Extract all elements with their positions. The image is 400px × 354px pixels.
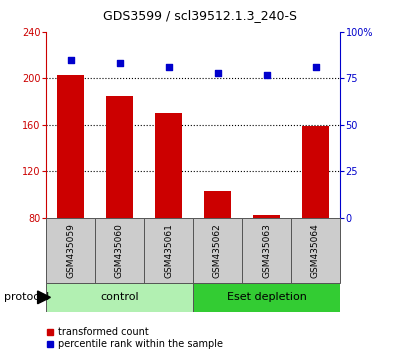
Bar <box>291 218 340 283</box>
Text: GSM435064: GSM435064 <box>311 223 320 278</box>
Text: control: control <box>100 292 139 302</box>
Text: GSM435060: GSM435060 <box>115 223 124 278</box>
Text: Eset depletion: Eset depletion <box>226 292 306 302</box>
Text: GSM435059: GSM435059 <box>66 223 75 278</box>
Point <box>312 64 319 70</box>
Polygon shape <box>38 291 50 304</box>
Text: protocol: protocol <box>4 292 49 302</box>
Bar <box>46 283 193 312</box>
Point <box>263 72 270 78</box>
Text: GSM435061: GSM435061 <box>164 223 173 278</box>
Text: GDS3599 / scl39512.1.3_240-S: GDS3599 / scl39512.1.3_240-S <box>103 9 297 22</box>
Point <box>116 61 123 66</box>
Bar <box>155 113 182 311</box>
Bar <box>95 218 144 283</box>
Legend: transformed count, percentile rank within the sample: transformed count, percentile rank withi… <box>47 327 222 349</box>
Bar <box>144 218 193 283</box>
Point <box>67 57 74 63</box>
Text: GSM435063: GSM435063 <box>262 223 271 278</box>
Text: GSM435062: GSM435062 <box>213 223 222 278</box>
Bar <box>253 215 280 311</box>
Bar <box>193 283 340 312</box>
Bar <box>302 126 329 311</box>
Bar <box>193 218 242 283</box>
Bar <box>204 191 231 311</box>
Bar <box>46 218 95 283</box>
Bar <box>106 96 133 311</box>
Bar <box>57 75 84 311</box>
Point <box>214 70 221 76</box>
Bar <box>242 218 291 283</box>
Point <box>165 64 172 70</box>
